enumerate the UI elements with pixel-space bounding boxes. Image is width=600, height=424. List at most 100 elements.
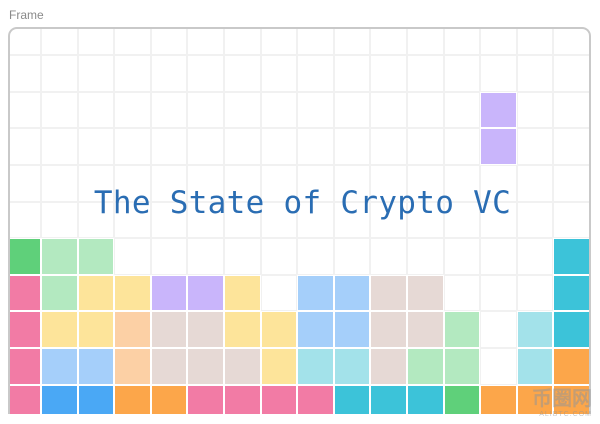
empty-cell (407, 91, 444, 129)
block-cell (41, 238, 78, 275)
block-cell (41, 348, 78, 385)
block-cell (333, 311, 371, 348)
empty-cell (114, 165, 151, 202)
block-cell (370, 348, 407, 385)
empty-cell (480, 55, 517, 92)
block-cell (333, 274, 371, 312)
block-cell (333, 384, 371, 414)
empty-cell (553, 29, 589, 56)
empty-cell (516, 91, 554, 129)
empty-cell (187, 29, 224, 56)
empty-cell (516, 29, 554, 56)
block-cell (10, 384, 41, 414)
block-cell (224, 274, 261, 312)
block-cell (553, 274, 589, 312)
empty-cell (187, 128, 224, 165)
empty-cell (553, 128, 589, 165)
empty-cell (260, 165, 298, 202)
block-cell (41, 274, 78, 312)
block-cell (114, 311, 151, 348)
empty-cell (41, 128, 78, 165)
watermark-logo: 币圈网 ALIBTC.COM (532, 382, 592, 418)
empty-cell (297, 128, 334, 165)
block-cell (553, 384, 589, 414)
empty-cell (260, 55, 298, 92)
block-cell (260, 348, 298, 385)
empty-cell (516, 128, 554, 165)
block-cell (260, 384, 298, 414)
empty-cell (41, 29, 78, 56)
block-cell (480, 128, 517, 165)
empty-cell (260, 238, 298, 275)
empty-cell (297, 29, 334, 56)
empty-cell (10, 128, 41, 165)
empty-cell (77, 128, 115, 165)
empty-cell (516, 55, 554, 92)
empty-cell (150, 29, 188, 56)
empty-cell (443, 55, 481, 92)
block-cell (516, 384, 554, 414)
empty-cell (187, 201, 224, 239)
block-cell (77, 311, 115, 348)
empty-cell (297, 165, 334, 202)
empty-cell (224, 55, 261, 92)
block-cell (553, 311, 589, 348)
empty-cell (224, 201, 261, 239)
empty-cell (260, 91, 298, 129)
empty-cell (480, 29, 517, 56)
empty-cell (41, 91, 78, 129)
block-cell (297, 384, 334, 414)
empty-cell (41, 55, 78, 92)
empty-cell (370, 201, 407, 239)
empty-cell (370, 238, 407, 275)
block-cell (114, 274, 151, 312)
empty-cell (297, 91, 334, 129)
empty-cell (187, 165, 224, 202)
empty-cell (10, 55, 41, 92)
empty-cell (224, 128, 261, 165)
block-cell (114, 348, 151, 385)
block-cell (150, 348, 188, 385)
empty-cell (553, 55, 589, 92)
block-cell (443, 348, 481, 385)
empty-cell (443, 91, 481, 129)
empty-cell (187, 238, 224, 275)
block-cell (297, 274, 334, 312)
block-cell (41, 384, 78, 414)
empty-cell (333, 165, 371, 202)
empty-cell (516, 165, 554, 202)
empty-cell (114, 201, 151, 239)
empty-cell (260, 274, 298, 312)
empty-cell (553, 91, 589, 129)
empty-cell (443, 128, 481, 165)
empty-cell (41, 165, 78, 202)
empty-cell (224, 29, 261, 56)
block-cell (553, 348, 589, 385)
empty-cell (114, 29, 151, 56)
empty-cell (114, 91, 151, 129)
empty-cell (260, 128, 298, 165)
empty-cell (77, 165, 115, 202)
block-cell (333, 348, 371, 385)
empty-cell (480, 348, 517, 385)
empty-cell (370, 55, 407, 92)
empty-cell (224, 238, 261, 275)
watermark-sub: ALIBTC.COM (539, 411, 592, 418)
empty-cell (10, 29, 41, 56)
block-cell (187, 311, 224, 348)
frame: The State of Crypto VC (8, 27, 591, 414)
empty-cell (297, 201, 334, 239)
block-cell (187, 274, 224, 312)
empty-cell (370, 29, 407, 56)
block-cell (260, 311, 298, 348)
empty-cell (553, 165, 589, 202)
empty-cell (224, 165, 261, 202)
empty-cell (77, 201, 115, 239)
empty-cell (516, 201, 554, 239)
block-cell (407, 274, 444, 312)
block-cell (114, 384, 151, 414)
block-cell (407, 348, 444, 385)
empty-cell (150, 55, 188, 92)
empty-cell (333, 55, 371, 92)
empty-cell (333, 201, 371, 239)
